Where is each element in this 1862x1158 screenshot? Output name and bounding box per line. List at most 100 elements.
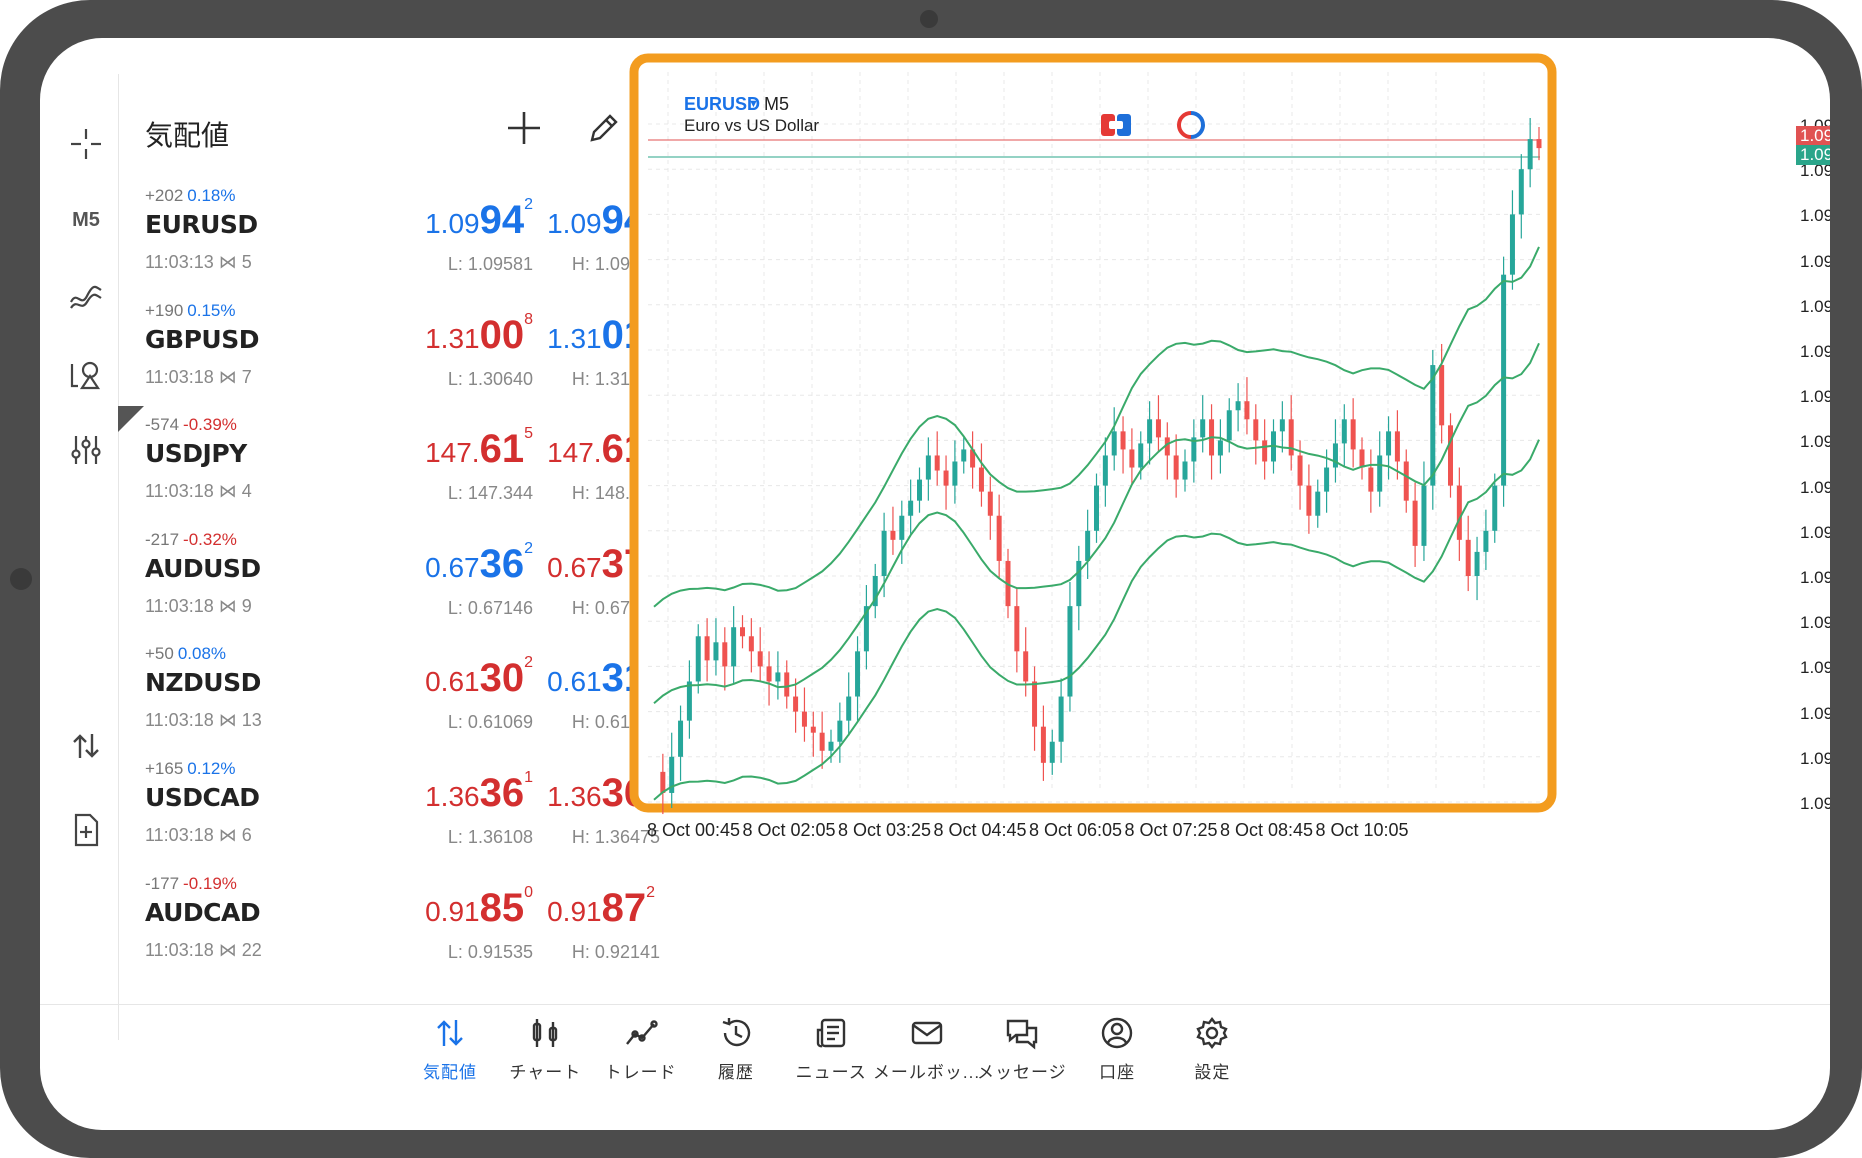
indicators-icon[interactable]	[50, 268, 122, 324]
chart-icon	[533, 1019, 558, 1047]
bid-price-tag: 1.09942	[1796, 145, 1830, 165]
change-text: +50 0.08%	[145, 644, 226, 664]
candle-body	[1501, 274, 1507, 486]
timeframe-button[interactable]: M5	[50, 192, 122, 248]
nav-item-account[interactable]: 口座	[1062, 1016, 1172, 1106]
band-upper-line	[653, 246, 1540, 608]
account-icon	[1101, 1017, 1133, 1049]
timeframe-label: M5	[72, 208, 100, 231]
edit-icon[interactable]	[584, 108, 624, 148]
candle-body	[1403, 461, 1409, 501]
symbol-name: AUDCAD	[145, 897, 261, 927]
nav-item-history[interactable]: 履歴	[681, 1016, 791, 1106]
candle-body	[1262, 440, 1268, 462]
candle-body	[828, 741, 834, 751]
settings-sliders-icon[interactable]	[50, 422, 122, 478]
bid-price-point: 5	[524, 425, 533, 443]
low-price: L: 1.09581	[447, 254, 533, 274]
candle-body	[908, 500, 914, 516]
candle-body	[961, 449, 967, 462]
candle-body	[1138, 443, 1144, 468]
watchlist-corner-marker	[118, 406, 144, 432]
candle-body	[863, 606, 869, 652]
price-tick-label: 1.09770	[1800, 658, 1830, 678]
ask-price-prefix: 0.61	[547, 666, 602, 698]
bid-price-prefix: 0.67	[425, 551, 480, 583]
change-points: +190	[145, 300, 184, 320]
candle-body	[660, 771, 666, 793]
time-value: 11:03:18	[145, 481, 214, 502]
spread-icon: ⋈	[218, 825, 237, 845]
nav-item-quotes[interactable]: 気配値	[395, 1016, 505, 1106]
nav-label: メッセージ	[976, 1063, 1067, 1082]
price-tick-label: 1.09800	[1800, 568, 1830, 587]
one-click-trading-icon[interactable]	[1100, 112, 1132, 138]
crosshair-icon[interactable]	[50, 116, 122, 172]
bid-price-prefix: 1.36	[425, 781, 480, 812]
time-tick-label: 8 Oct 06:05	[1029, 820, 1123, 840]
quote-time: 11:03:18 ⋈ 6	[145, 825, 252, 846]
candle-body	[695, 636, 701, 682]
bid-price-prefix: 0.91	[425, 895, 480, 927]
symbol-name: AUDUSD	[145, 553, 261, 583]
nav-item-trade[interactable]: トレード	[586, 1016, 696, 1106]
low-price: L: 0.61069	[447, 712, 533, 733]
low-price: L: 1.30640	[447, 368, 533, 389]
candle-body	[1049, 741, 1055, 763]
nav-label: チャート	[509, 1063, 582, 1082]
candle-body	[1421, 485, 1427, 546]
objects-icon[interactable]	[50, 346, 122, 402]
watchlist-row[interactable]: -177 -0.19% AUDCAD 11:03:18 ⋈ 22 0.91850 0.91…	[145, 874, 665, 988]
spread-value: 6	[241, 825, 252, 845]
candle-body	[925, 455, 931, 480]
signal-icon[interactable]	[1176, 110, 1206, 140]
high-price: H: 0.92141	[571, 941, 660, 962]
candle-body	[704, 636, 710, 661]
bid-price-pips: 94	[479, 198, 525, 242]
candle-body	[1474, 551, 1480, 576]
symbol-name: GBPUSD	[145, 324, 259, 354]
chart-symbol-dropdown-icon[interactable]: ▼	[748, 98, 759, 110]
candle-body	[1368, 467, 1374, 492]
new-order-icon[interactable]	[50, 802, 122, 858]
change-points: +202	[145, 186, 184, 205]
watchlist-row[interactable]: -574 -0.39% USDJPY 11:03:18 ⋈ 4 147.615 147.6…	[145, 415, 665, 529]
watchlist-row[interactable]: +165 0.12% USDCAD 11:03:18 ⋈ 6 1.36361 1.3636…	[145, 759, 665, 873]
candle-body	[1492, 485, 1498, 531]
chart-symbol[interactable]: EURUSD	[684, 94, 761, 114]
candle-body	[819, 732, 825, 751]
nav-item-messages[interactable]: メッセージ	[967, 1016, 1077, 1106]
add-symbol-icon[interactable]	[502, 106, 546, 150]
bid-price: 0.91850	[413, 884, 533, 931]
watchlist-row[interactable]: +50 0.08% NZDUSD 11:03:18 ⋈ 13 0.61302 0.6131…	[145, 644, 665, 758]
nav-item-settings[interactable]: 設定	[1157, 1016, 1267, 1106]
band-lower-line	[653, 439, 1540, 801]
candle-body	[793, 696, 799, 712]
candle-body	[757, 651, 763, 667]
candle-body	[1350, 419, 1356, 450]
candle-body	[1456, 485, 1462, 540]
nav-item-news[interactable]: ニュース	[776, 1016, 886, 1106]
spread-icon: ⋈	[218, 252, 237, 272]
watchlist-row[interactable]: +190 0.15% GBPUSD 11:03:18 ⋈ 7 1.31008 1.3101…	[145, 301, 665, 415]
chart-canvas[interactable]	[628, 52, 1830, 892]
nav-item-chart[interactable]: チャート	[490, 1016, 600, 1106]
ask-price-prefix: 147.	[547, 437, 602, 469]
change-text: +165 0.12%	[145, 759, 236, 779]
candle-body	[1315, 491, 1321, 516]
nav-label: トレード	[604, 1063, 677, 1082]
history-icon	[722, 1018, 751, 1047]
change-text: -574 -0.39%	[145, 415, 237, 435]
nav-item-mail[interactable]: メールボッ...	[872, 1016, 982, 1106]
time-tick-label: 8 Oct 00:45	[647, 820, 741, 840]
time-value: 11:03:18	[145, 939, 214, 960]
watchlist-row[interactable]: +202 0.18% EURUSD 11:03:13 ⋈ 5 1.09942 1.0994…	[145, 186, 665, 300]
candle-body	[881, 530, 887, 576]
change-percent: -0.32%	[183, 529, 237, 549]
candle-body	[686, 681, 692, 721]
candle-body	[934, 455, 940, 471]
watchlist-row[interactable]: -217 -0.32% AUDUSD 11:03:18 ⋈ 9 0.67362 0.673…	[145, 530, 665, 644]
candle-body	[1014, 606, 1020, 652]
trade-arrows-icon[interactable]	[50, 718, 122, 774]
chart-panel[interactable]: EURUSD ▼ M5 Euro vs US Dollar 1.099501.0…	[628, 52, 1830, 892]
